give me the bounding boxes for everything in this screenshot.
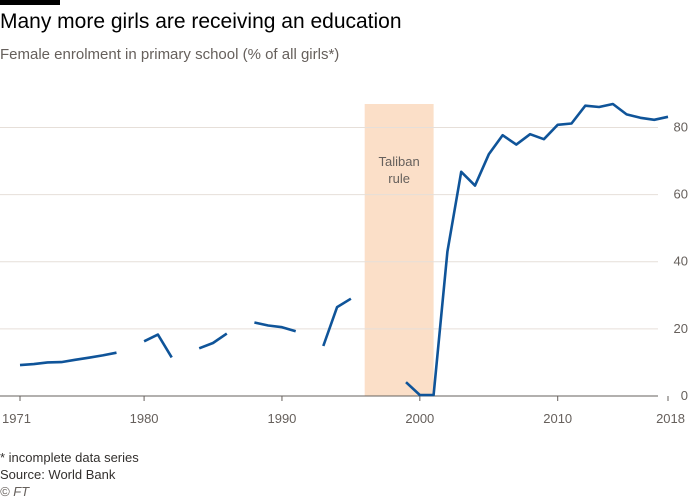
chart-subtitle: Female enrolment in primary school (% of… bbox=[0, 46, 340, 63]
shaded-region-label-line2: rule bbox=[388, 171, 410, 186]
y-tick-label-40: 40 bbox=[674, 254, 688, 269]
x-tick-label-1971: 1971 bbox=[2, 411, 31, 426]
footnote: * incomplete data series bbox=[0, 450, 139, 465]
x-tick-label-2018: 2018 bbox=[656, 411, 685, 426]
y-tick-label-60: 60 bbox=[674, 187, 688, 202]
shaded-region-label-line1: Taliban bbox=[379, 154, 420, 169]
source-note: Source: World Bank bbox=[0, 467, 116, 482]
y-tick-label-80: 80 bbox=[674, 119, 688, 134]
series-line-segment-6 bbox=[405, 102, 669, 397]
shaded-region-taliban-rule bbox=[364, 104, 434, 396]
chart-title: Many more girls are receiving an educati… bbox=[0, 10, 402, 33]
series-line-segment-1 bbox=[19, 351, 117, 367]
y-tick-label-0: 0 bbox=[681, 388, 688, 403]
series-line-segment-5 bbox=[322, 297, 352, 347]
series-line-segment-4 bbox=[254, 321, 297, 333]
x-tick-label-1990: 1990 bbox=[267, 411, 296, 426]
x-tick-label-2000: 2000 bbox=[405, 411, 434, 426]
copyright: © FT bbox=[0, 484, 30, 499]
brand-top-bar bbox=[0, 0, 60, 5]
series-line-segment-3 bbox=[198, 332, 228, 350]
series-line-segment-2 bbox=[143, 333, 173, 359]
y-tick-label-20: 20 bbox=[674, 321, 688, 336]
x-tick-label-1980: 1980 bbox=[130, 411, 159, 426]
x-tick-label-2010: 2010 bbox=[543, 411, 572, 426]
